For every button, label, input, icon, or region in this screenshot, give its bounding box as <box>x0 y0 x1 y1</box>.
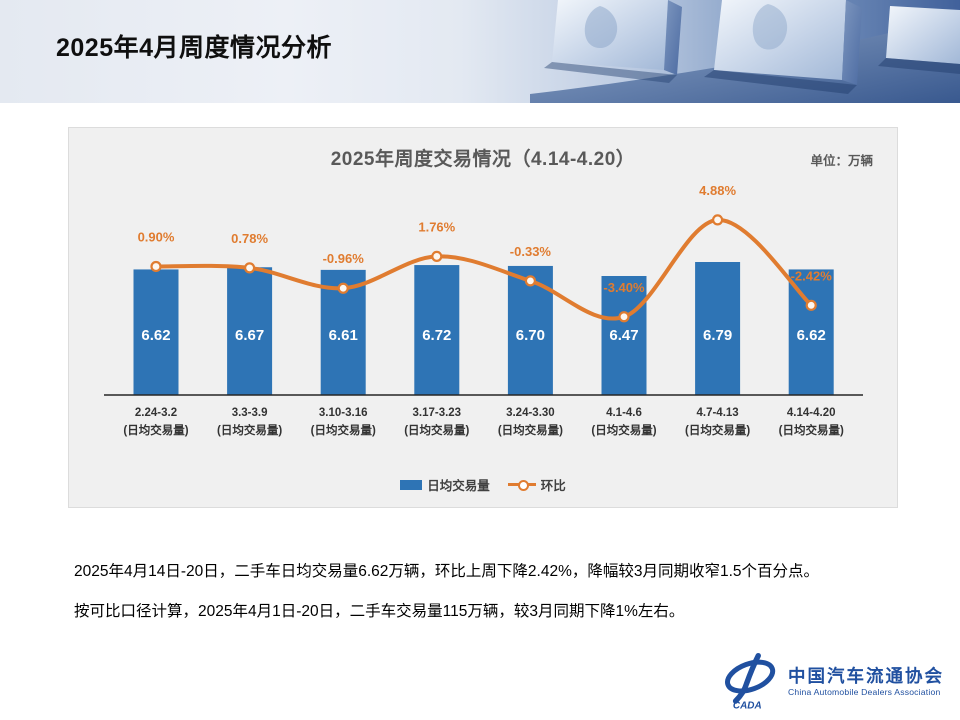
percent-label: 1.76% <box>418 219 455 234</box>
summary-text-line2: 按可比口径计算，2025年4月1日-20日，二手车交易量115万辆，较3月同期下… <box>74 603 685 620</box>
bar-value-label: 6.70 <box>516 327 545 344</box>
cada-emblem-icon: CADA <box>725 653 776 711</box>
header-banner <box>0 0 960 103</box>
category-label: 3.24-3.30 <box>506 407 555 419</box>
legend-label: 环比 <box>540 479 566 493</box>
percent-label: 4.88% <box>699 183 736 198</box>
chart-legend: 日均交易量 环比 <box>69 475 897 494</box>
category-sublabel: (日均交易量) <box>685 423 750 437</box>
bar <box>227 267 273 395</box>
line-marker <box>150 260 162 273</box>
line-marker <box>711 214 724 226</box>
category-sublabel: (日均交易量) <box>591 423 656 437</box>
bar-value-label: 6.62 <box>797 327 826 344</box>
header-cubes-graphic <box>530 0 960 103</box>
summary-text-line1: 2025年4月14日-20日，二手车日均交易量6.62万辆，环比上周下降2.42… <box>74 563 820 580</box>
legend-line-dot <box>517 480 529 491</box>
bar-value-label: 6.79 <box>703 327 732 344</box>
percent-label: -0.33% <box>510 244 552 259</box>
legend-line-swatch-icon <box>507 480 536 491</box>
line-marker <box>244 262 256 274</box>
percent-label: -0.96% <box>323 251 365 266</box>
logo-name-en: China Automobile Dealers Association <box>788 686 941 697</box>
category-sublabel: (日均交易量) <box>779 423 844 437</box>
bar-value-label: 6.67 <box>235 327 264 344</box>
chart-title: 2025年周度交易情况（4.14-4.20） <box>330 149 636 170</box>
logo-text: 中国汽车流通协会 China Automobile Dealers Associ… <box>788 665 944 698</box>
category-sublabel: (日均交易量) <box>217 423 282 437</box>
category-sublabel: (日均交易量) <box>123 423 188 437</box>
category-sublabel: (日均交易量) <box>498 423 563 437</box>
legend-item-bar: 日均交易量 <box>400 475 490 494</box>
combo-chart: 6.62 6.67 6.61 6.72 6.70 6.47 6.79 6.62 0.90% 0.7… <box>104 183 863 437</box>
category-label: 4.1-4.6 <box>606 407 642 419</box>
percent-label: 0.90% <box>138 229 175 244</box>
legend-bar-swatch-icon <box>400 479 423 490</box>
bar <box>601 276 647 395</box>
line-marker <box>618 311 630 323</box>
line-marker <box>524 275 536 287</box>
logo-abbr: CADA <box>733 700 762 711</box>
category-sublabel: (日均交易量) <box>311 423 376 437</box>
category-label: 3.10-3.16 <box>319 407 368 419</box>
line-marker <box>431 250 443 263</box>
bar-value-label: 6.62 <box>141 327 170 344</box>
bar-value-label: 6.61 <box>329 327 358 344</box>
percent-label: 0.78% <box>231 231 268 246</box>
category-label: 3.3-3.9 <box>232 407 268 419</box>
cada-logo: CADA 中国汽车流通协会 China Automobile Dealers A… <box>722 652 944 712</box>
percent-label: -2.42% <box>791 268 833 283</box>
bar <box>695 262 741 395</box>
bar-value-label: 6.47 <box>609 327 638 344</box>
category-label: 2.24-3.2 <box>135 407 177 419</box>
bar <box>133 269 179 395</box>
bar-value-label: 6.72 <box>422 327 451 344</box>
legend-label: 日均交易量 <box>427 479 490 493</box>
category-label: 3.17-3.23 <box>412 407 461 419</box>
line-marker <box>337 282 349 294</box>
percent-label: -3.40% <box>603 280 645 295</box>
page-title: 2025年4月周度情况分析 <box>56 34 333 62</box>
category-label: 4.7-4.13 <box>696 407 738 419</box>
line-marker <box>805 299 817 311</box>
unit-label: 单位：万辆 <box>810 154 873 168</box>
category-sublabel: (日均交易量) <box>404 423 469 437</box>
category-label: 4.14-4.20 <box>787 407 836 419</box>
legend-item-line: 环比 <box>507 475 566 494</box>
chart-panel: 2025年周度交易情况（4.14-4.20） 单位：万辆 6.62 6.67 6.6… <box>68 127 898 508</box>
bar <box>414 265 460 395</box>
logo-name-cn: 中国汽车流通协会 <box>788 665 944 686</box>
